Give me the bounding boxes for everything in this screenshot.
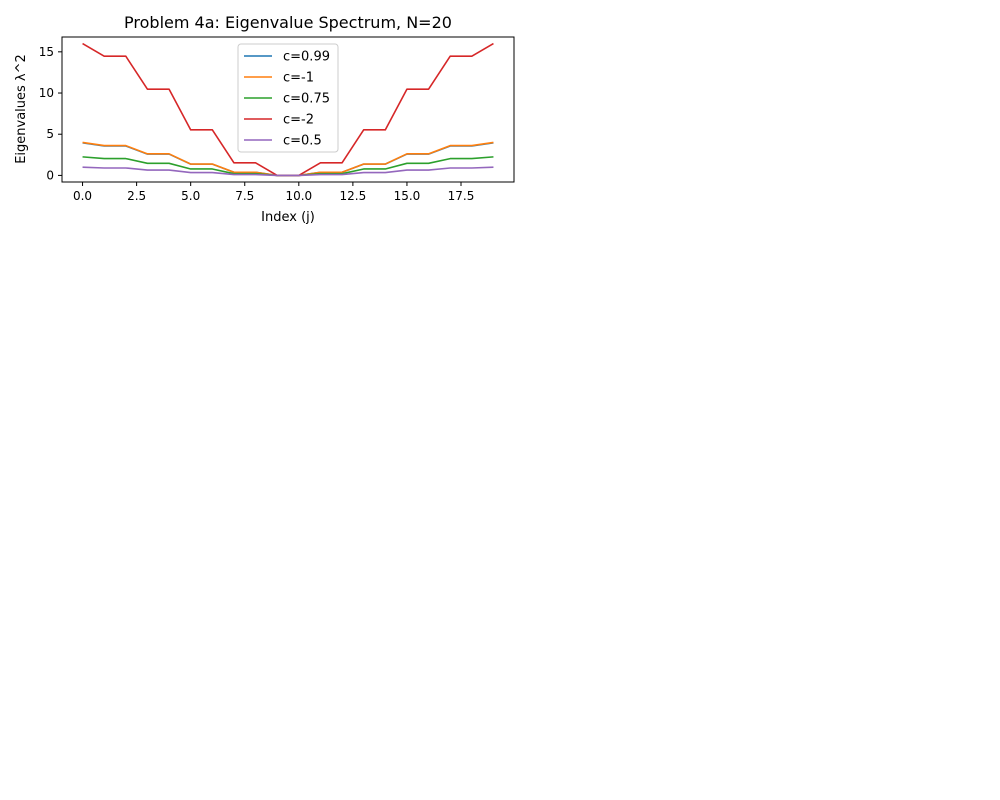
plot-area: 0.0 2.5 5.0 7.5 10.0 12.5 15.0 17.5 0 5 10 15 bbox=[39, 36, 515, 203]
x-tick-label: 0.0 bbox=[73, 189, 92, 203]
legend-label-2: c=0.75 bbox=[283, 92, 330, 107]
x-tick-label: 10.0 bbox=[285, 189, 312, 203]
y-tick-label: 15 bbox=[39, 45, 54, 59]
x-tick-label: 15.0 bbox=[394, 189, 421, 203]
x-tick-label: 12.5 bbox=[340, 189, 367, 203]
axes-frame bbox=[61, 36, 515, 183]
x-axis-label: Index (j) bbox=[261, 210, 315, 225]
series-line-4 bbox=[82, 166, 494, 177]
x-tick-label: 7.5 bbox=[235, 189, 254, 203]
y-tick-label: 5 bbox=[46, 127, 54, 141]
y-tick-label: 10 bbox=[39, 86, 54, 100]
legend-label-1: c=-1 bbox=[283, 71, 314, 86]
legend-label-3: c=-2 bbox=[283, 113, 314, 128]
y-axis-ticks: 0 5 10 15 bbox=[39, 45, 62, 182]
x-axis-ticks: 0.0 2.5 5.0 7.5 10.0 12.5 15.0 17.5 bbox=[73, 182, 474, 203]
series-layer bbox=[82, 42, 494, 177]
chart-title: Problem 4a: Eigenvalue Spectrum, N=20 bbox=[124, 13, 452, 32]
y-axis-label: Eigenvalues λ^2 bbox=[14, 54, 29, 164]
y-tick-label: 0 bbox=[46, 168, 54, 182]
x-tick-label: 17.5 bbox=[448, 189, 475, 203]
series-line-2 bbox=[82, 156, 494, 177]
legend-box bbox=[237, 43, 339, 153]
legend-label-4: c=0.5 bbox=[283, 134, 322, 149]
x-tick-label: 2.5 bbox=[127, 189, 146, 203]
x-tick-label: 5.0 bbox=[181, 189, 200, 203]
legend: c=0.99 c=-1 c=0.75 c=-2 c=0.5 bbox=[237, 43, 339, 153]
legend-label-0: c=0.99 bbox=[283, 50, 330, 65]
